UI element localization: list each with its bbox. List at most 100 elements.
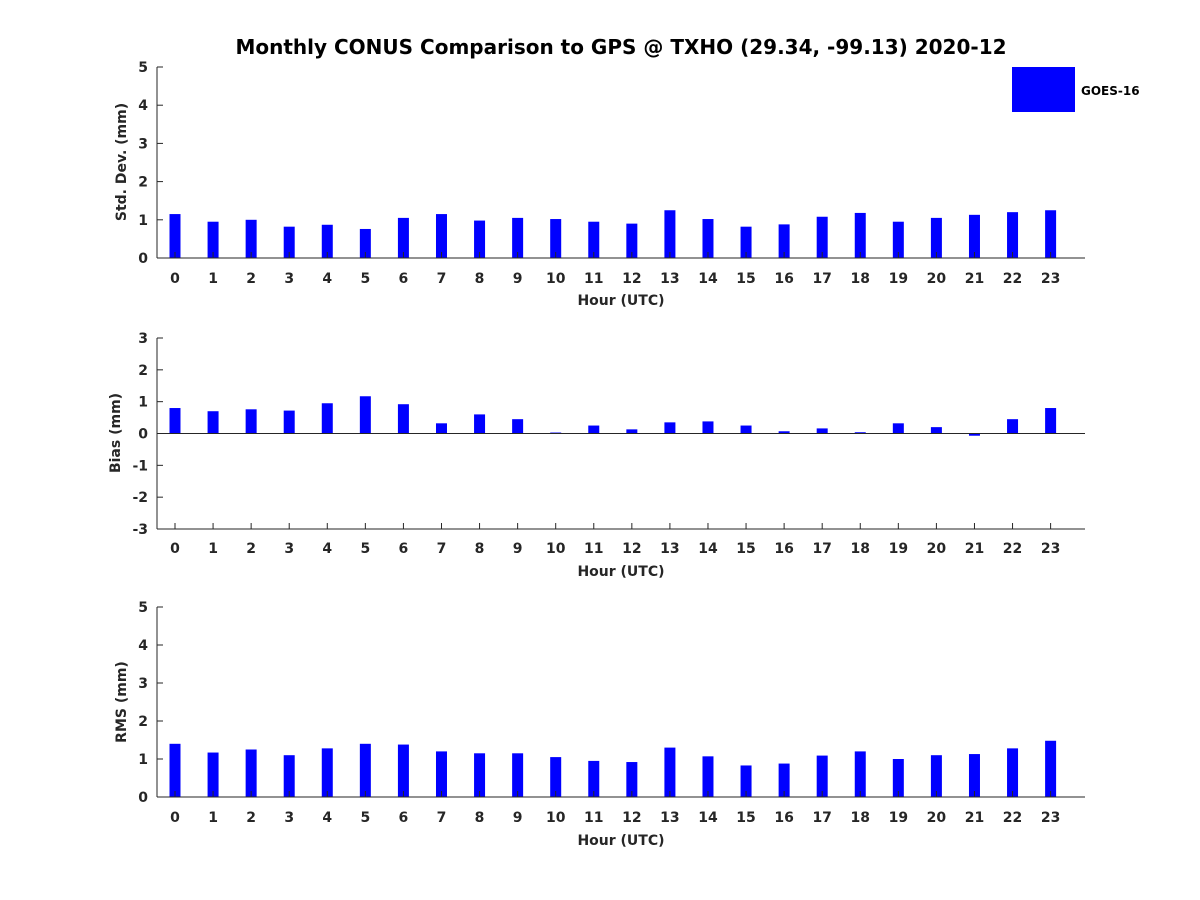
bias-xtick-label: 11 xyxy=(584,541,603,557)
std-dev-bar xyxy=(892,221,904,258)
rms-bar xyxy=(169,743,181,797)
bias-xtick-label: 2 xyxy=(246,541,256,557)
std-dev-xtick-label: 18 xyxy=(851,271,870,287)
rms-bar xyxy=(397,744,409,797)
std-dev-bar xyxy=(740,226,752,258)
bias-xtick-label: 16 xyxy=(774,541,793,557)
bias-bar xyxy=(968,433,980,436)
rms-bar xyxy=(892,759,904,797)
rms-ytick-label: 0 xyxy=(138,790,148,806)
rms-xtick-label: 0 xyxy=(170,810,180,826)
rms-xtick-label: 21 xyxy=(965,810,984,826)
std-dev-bar xyxy=(854,212,866,258)
std-dev-ytick-label: 2 xyxy=(138,175,148,191)
std-dev-ytick-label: 5 xyxy=(138,60,148,76)
std-dev-xtick-label: 5 xyxy=(360,271,370,287)
bias-xtick-label: 18 xyxy=(851,541,870,557)
std-dev-bar xyxy=(169,214,181,258)
rms-ytick-label: 1 xyxy=(138,752,148,768)
bias-bar xyxy=(854,432,866,434)
rms-xtick-label: 11 xyxy=(584,810,603,826)
std-dev-xtick-label: 17 xyxy=(812,271,831,287)
bias-bar xyxy=(588,425,600,434)
bias-bar xyxy=(1045,408,1057,434)
rms-bar xyxy=(854,751,866,797)
rms-xtick-label: 4 xyxy=(322,810,332,826)
std-dev-xtick-label: 19 xyxy=(889,271,908,287)
std-dev-xtick-label: 12 xyxy=(622,271,641,287)
rms-xtick-label: 13 xyxy=(660,810,679,826)
std-dev-xtick-label: 21 xyxy=(965,271,984,287)
bias-bar xyxy=(207,411,219,434)
std-dev-bar xyxy=(245,219,257,258)
bias-bar xyxy=(474,414,486,434)
rms-bar xyxy=(816,755,828,797)
rms-bar xyxy=(588,760,600,797)
bias-xtick-label: 20 xyxy=(927,541,947,557)
std-dev-xtick-label: 20 xyxy=(927,271,947,287)
std-dev-ytick-label: 0 xyxy=(138,251,148,267)
bias-ytick-label: 1 xyxy=(138,395,148,411)
rms-bar xyxy=(359,743,371,797)
bias-xtick-label: 17 xyxy=(812,541,831,557)
rms-xtick-label: 2 xyxy=(246,810,256,826)
rms-xtick-label: 20 xyxy=(927,810,947,826)
rms-bar xyxy=(207,752,219,797)
bias-xtick-label: 9 xyxy=(513,541,523,557)
rms-bar xyxy=(664,747,676,797)
std-dev-bar xyxy=(283,226,295,258)
bias-xtick-label: 4 xyxy=(322,541,332,557)
bias-ytick-label: -1 xyxy=(132,458,148,474)
std-dev-bar xyxy=(778,224,790,258)
bias-ytick-label: 2 xyxy=(138,363,148,379)
bias-bar xyxy=(1007,419,1019,434)
std-dev-bar xyxy=(968,214,980,258)
bias-xtick-label: 22 xyxy=(1003,541,1022,557)
bias-bar xyxy=(778,431,790,434)
rms-bar xyxy=(512,753,524,797)
std-dev-bar xyxy=(1045,210,1057,258)
bias-bar xyxy=(664,422,676,434)
rms-xtick-label: 16 xyxy=(774,810,793,826)
bias-ytick-label: -2 xyxy=(132,490,148,506)
rms-ytick-label: 3 xyxy=(138,676,148,692)
bias-xtick-label: 13 xyxy=(660,541,679,557)
std-dev-bar xyxy=(930,217,942,258)
bias-xtick-label: 1 xyxy=(208,541,218,557)
std-dev-xtick-label: 4 xyxy=(322,271,332,287)
legend-label: GOES-16 xyxy=(1081,84,1140,98)
std-dev-xtick-label: 9 xyxy=(513,271,523,287)
bias-bar xyxy=(702,421,714,434)
bias-xtick-label: 10 xyxy=(546,541,566,557)
bias-ylabel: Bias (mm) xyxy=(108,393,124,473)
bias-bar xyxy=(892,423,904,434)
std-dev-ylabel: Std. Dev. (mm) xyxy=(114,103,130,221)
rms-bar xyxy=(435,751,447,797)
bias-xtick-label: 19 xyxy=(889,541,908,557)
rms-xtick-label: 18 xyxy=(851,810,870,826)
std-dev-bar xyxy=(512,217,524,258)
bias-bar xyxy=(816,428,828,434)
rms-bar xyxy=(321,748,333,797)
rms-ylabel: RMS (mm) xyxy=(114,661,130,743)
rms-bar xyxy=(968,754,980,797)
bias-xtick-label: 3 xyxy=(284,541,294,557)
rms-xtick-label: 9 xyxy=(513,810,523,826)
std-dev-bar xyxy=(702,219,714,258)
std-dev-bar xyxy=(435,214,447,258)
std-dev-xlabel: Hour (UTC) xyxy=(577,293,664,309)
std-dev-bar xyxy=(359,228,371,258)
rms-xtick-label: 8 xyxy=(475,810,485,826)
std-dev-bar xyxy=(1007,212,1019,258)
rms-xtick-label: 19 xyxy=(889,810,908,826)
bias-xtick-label: 6 xyxy=(399,541,409,557)
chart-title: Monthly CONUS Comparison to GPS @ TXHO (… xyxy=(235,35,1006,59)
std-dev-bar xyxy=(626,223,638,258)
std-dev-bar xyxy=(588,221,600,258)
bias-bar xyxy=(397,404,409,434)
rms-bar xyxy=(283,755,295,797)
rms-bar xyxy=(626,762,638,797)
std-dev-xtick-label: 0 xyxy=(170,271,180,287)
bias-ytick-label: 3 xyxy=(138,331,148,347)
